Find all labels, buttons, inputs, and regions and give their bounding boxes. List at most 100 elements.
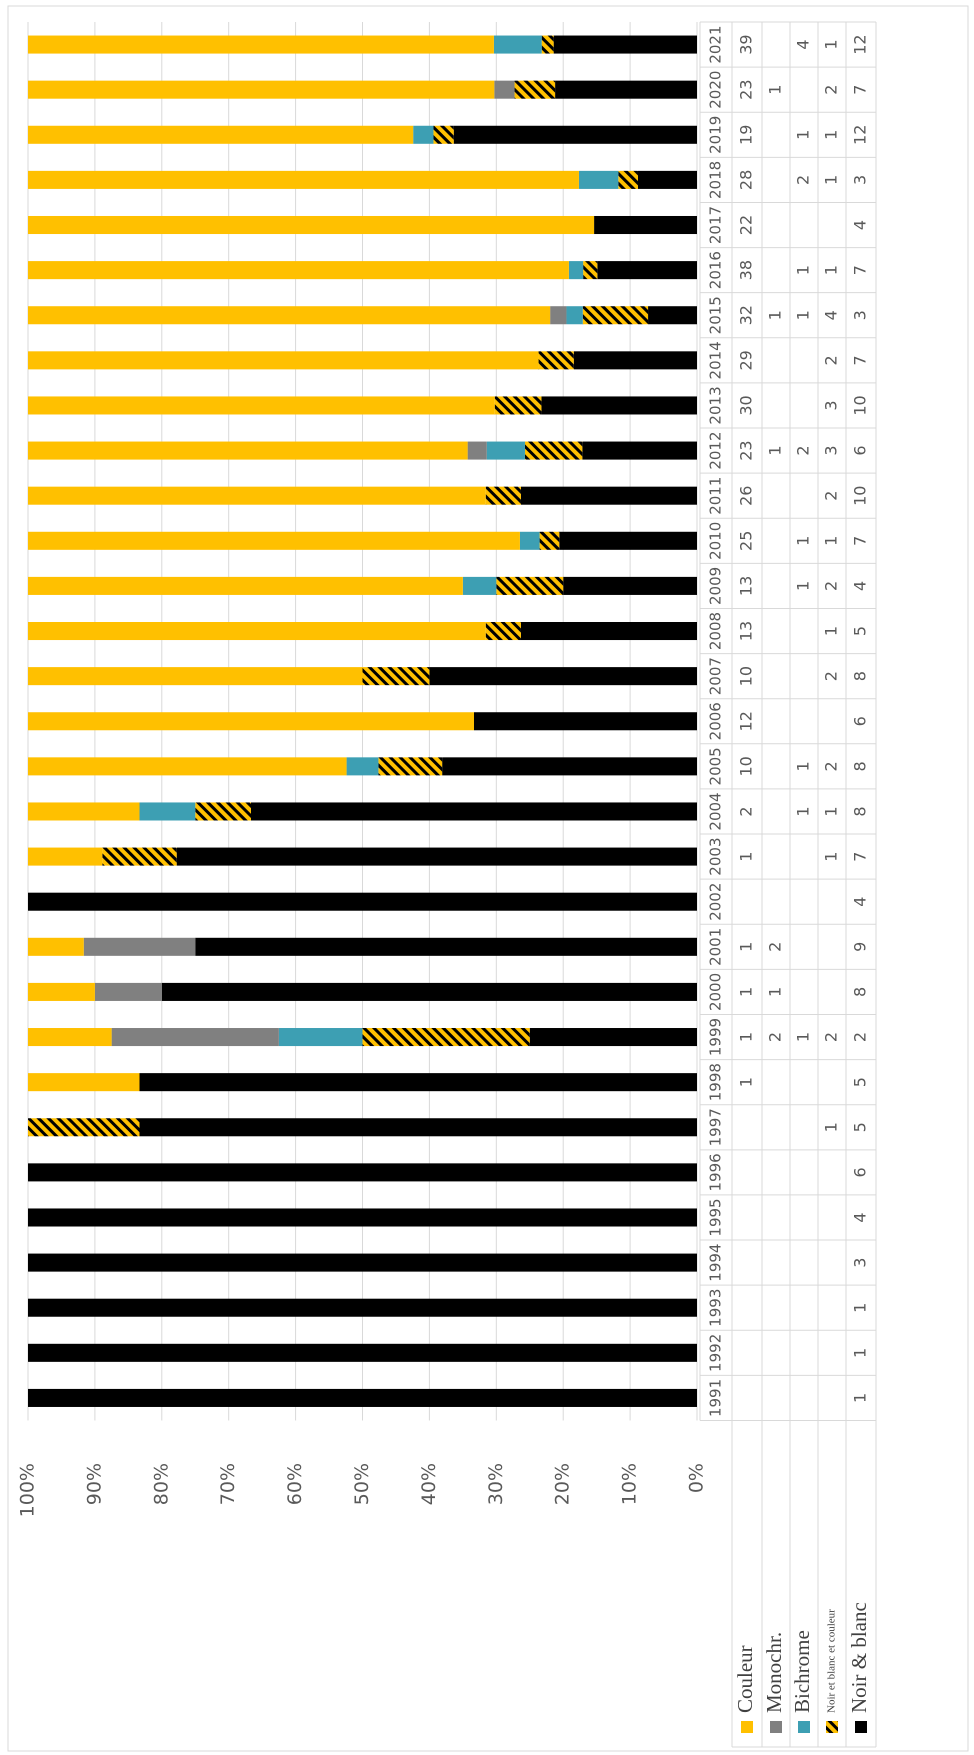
- bar-segment: [467, 441, 487, 460]
- table-cell: 3: [851, 175, 870, 185]
- bar-segment: [474, 712, 697, 731]
- bar-segment: [346, 757, 379, 776]
- bar-segment: [28, 667, 363, 686]
- table-cell: 4: [851, 897, 870, 907]
- x-tick-label: 2012: [707, 431, 725, 469]
- bar-segment: [566, 306, 583, 325]
- table-cell: 1: [766, 310, 785, 320]
- table-cell: 1: [822, 265, 841, 275]
- table-cell: 2: [851, 1032, 870, 1042]
- table-cell: 2: [822, 85, 841, 95]
- table-cell: 10: [737, 666, 756, 686]
- x-tick-label: 1996: [707, 1153, 725, 1191]
- table-cell: 1: [794, 310, 813, 320]
- table-cell: 1: [822, 626, 841, 636]
- bar-segment: [550, 306, 567, 325]
- table-cell: 25: [737, 531, 756, 551]
- table-cell: 23: [737, 79, 756, 99]
- legend-label: Noir et blanc et couleur: [826, 1609, 838, 1713]
- x-tick-label: 2004: [707, 792, 725, 830]
- legend-label: Noir & blanc: [847, 1602, 871, 1713]
- table-cell: 6: [851, 716, 870, 726]
- bar-segment: [28, 1388, 697, 1407]
- table-cell: 23: [737, 440, 756, 460]
- bar-segment: [28, 1343, 697, 1362]
- table-cell: 6: [851, 1167, 870, 1177]
- bar-segment: [429, 667, 697, 686]
- bar-segment: [102, 847, 177, 866]
- bar-segment: [28, 306, 551, 325]
- bar-segment: [519, 531, 540, 550]
- x-tick-label: 2016: [707, 251, 725, 289]
- bar-segment: [28, 1298, 697, 1317]
- table-cell: 5: [851, 1077, 870, 1087]
- legend-label: Couleur: [733, 1645, 757, 1713]
- table-cell: 1: [794, 1032, 813, 1042]
- bar-segment: [362, 1028, 530, 1047]
- table-cell: 7: [851, 355, 870, 365]
- bar-segment: [195, 802, 251, 821]
- bar-segment: [28, 757, 347, 776]
- bar-segment: [94, 982, 162, 1001]
- table-cell: 8: [851, 987, 870, 997]
- table-cell: 13: [737, 576, 756, 596]
- bar-segment: [494, 396, 542, 415]
- bar-segment: [28, 441, 468, 460]
- x-tick-label: 2020: [707, 71, 725, 109]
- bar-segment: [493, 35, 542, 54]
- table-cell: 1: [822, 536, 841, 546]
- table-cell: 1: [822, 39, 841, 49]
- table-cell: 1: [794, 265, 813, 275]
- x-tick-label: 2010: [707, 522, 725, 560]
- table-cell: 2: [766, 942, 785, 952]
- bar-segment: [553, 35, 698, 54]
- bar-segment: [28, 125, 414, 144]
- x-tick-label: 2011: [707, 477, 725, 515]
- table-cell: 4: [851, 220, 870, 230]
- bar-segment: [28, 1073, 140, 1092]
- bar-segment: [538, 351, 574, 370]
- bar-segment: [541, 396, 697, 415]
- x-tick-label: 1994: [707, 1244, 725, 1282]
- bar-segment: [139, 802, 196, 821]
- x-tick-label: 1992: [707, 1334, 725, 1372]
- y-tick-label: 60%: [284, 1463, 306, 1505]
- x-tick-label: 2000: [707, 973, 725, 1011]
- legend-key: [826, 1721, 838, 1733]
- table-cell: 1: [766, 987, 785, 997]
- y-tick-label: 10%: [619, 1463, 641, 1505]
- table-cell: 12: [851, 125, 870, 145]
- table-cell: 28: [737, 170, 756, 190]
- bar-segment: [637, 170, 697, 189]
- table-cell: 1: [822, 851, 841, 861]
- table-cell: 2: [737, 806, 756, 816]
- y-tick-label: 90%: [83, 1463, 105, 1505]
- bar-segment: [520, 486, 698, 505]
- table-cell: 5: [851, 626, 870, 636]
- table-cell: 12: [737, 711, 756, 731]
- x-tick-label: 2018: [707, 161, 725, 199]
- y-tick-label: 30%: [485, 1463, 507, 1505]
- table-cell: 8: [851, 806, 870, 816]
- bar-segment: [28, 892, 697, 911]
- table-cell: 1: [794, 536, 813, 546]
- bar-segment: [433, 125, 454, 144]
- bar-segment: [594, 215, 697, 235]
- x-tick-label: 2009: [707, 567, 725, 605]
- bar-segment: [514, 80, 556, 99]
- x-tick-label: 2019: [707, 116, 725, 154]
- x-tick-label: 2014: [707, 341, 725, 379]
- table-cell: 1: [851, 1348, 870, 1358]
- table-cell: 32: [737, 305, 756, 325]
- bar-segment: [139, 1073, 697, 1092]
- table-cell: 1: [822, 130, 841, 140]
- y-tick-label: 0%: [686, 1463, 708, 1493]
- x-tick-label: 2002: [707, 883, 725, 921]
- legend-key: [798, 1721, 810, 1733]
- bar-segment: [583, 261, 598, 280]
- table-cell: 1: [737, 942, 756, 952]
- y-tick-label: 100%: [17, 1463, 39, 1517]
- bar-segment: [83, 937, 196, 956]
- x-tick-label: 2013: [707, 386, 725, 424]
